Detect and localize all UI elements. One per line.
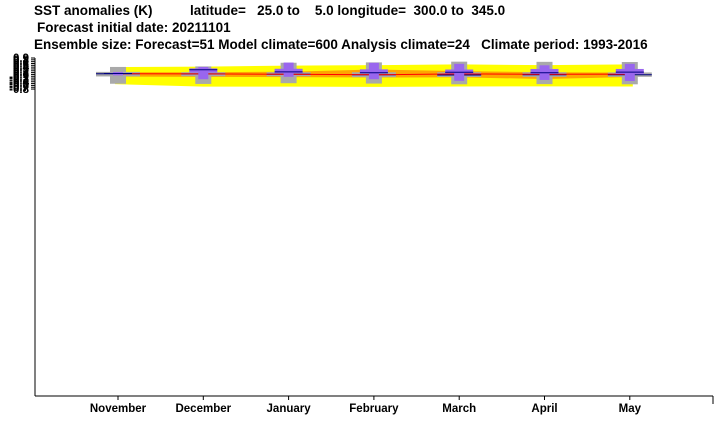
y-tick-label: -0.4 [9,77,29,89]
y-tick-label: 0.3 [13,64,29,76]
x-tick-label: January [267,403,312,415]
chart-title: SST anomalies (K) [34,3,153,18]
ensemble-info-label: Ensemble size: Forecast=51 Model climate… [34,37,648,52]
y-tick-label: 0.0 [13,69,29,81]
y-tick-label: 0.1 [13,68,30,80]
y-tick-label: -0.8 [9,84,29,96]
y-tick-label: -0.5 [9,79,29,91]
forecast-box [530,68,559,74]
x-tick-label: March [442,403,476,415]
x-tick-label: April [531,403,557,415]
y-tick-label: 0.7 [13,57,29,69]
y-tick-label: -0.6 [9,80,29,92]
y-tick-label: -0.7 [9,82,29,94]
forecast-whisker [198,66,209,80]
y-tick-label: -0.1 [9,71,29,83]
forecast-date-label: Forecast initial date: 20211101 [37,20,231,35]
y-tick-label: 0.5 [13,60,30,72]
y-tick-label: -0.3 [9,75,29,87]
x-tick-label: February [349,403,399,415]
region-label: latitude= 25.0 to 5.0 longitude= 300.0 t… [190,3,506,18]
y-tick-label: 0.6 [13,58,29,70]
y-tick-label: 0.4 [13,62,30,74]
x-tick-label: November [90,403,147,415]
y-tick-label: 0.9 [13,53,29,65]
forecast-box [615,68,644,74]
x-tick-label: May [619,403,642,415]
forecast-box [274,68,303,74]
y-tick-label: -0.2 [9,73,29,85]
forecast-box [445,69,474,74]
x-tick-label: December [175,403,231,415]
y-tick-label: 0.8 [13,55,30,67]
forecast-box [189,68,218,73]
y-tick-label: 0.2 [13,66,29,78]
forecast-box [359,69,388,74]
